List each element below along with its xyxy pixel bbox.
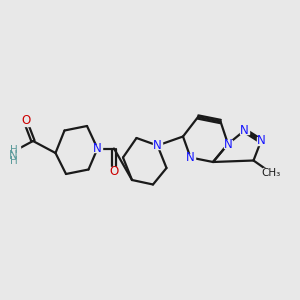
Bar <box>240 127 249 134</box>
Bar <box>4 146 20 160</box>
Text: N: N <box>186 151 195 164</box>
Text: H: H <box>10 156 17 166</box>
Bar <box>153 142 162 149</box>
Text: N: N <box>93 142 102 155</box>
Bar <box>263 168 280 177</box>
Text: O: O <box>110 165 118 178</box>
Bar <box>93 145 102 152</box>
Bar <box>109 167 119 176</box>
Text: N: N <box>9 149 18 162</box>
Text: N: N <box>256 134 266 148</box>
Text: O: O <box>21 114 30 128</box>
Text: N: N <box>153 139 162 152</box>
Text: N: N <box>224 137 232 151</box>
Bar <box>257 137 265 145</box>
Bar <box>21 117 30 126</box>
Text: N: N <box>240 124 249 137</box>
Text: H: H <box>10 145 17 155</box>
Text: CH₃: CH₃ <box>262 167 281 178</box>
Bar <box>186 154 195 161</box>
Bar <box>224 140 232 148</box>
